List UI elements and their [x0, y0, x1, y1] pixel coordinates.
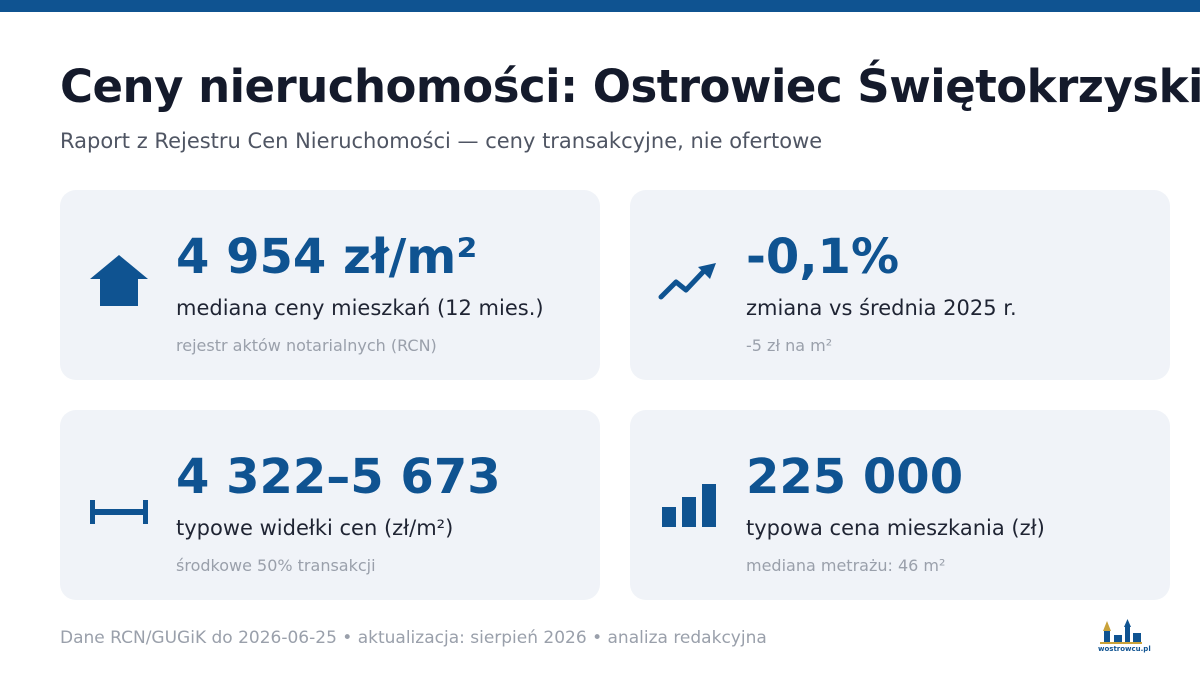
logo-wordmark: wostrowcu.pl [1098, 645, 1151, 653]
page-subtitle: Raport z Rejestru Cen Nieruchomości — ce… [60, 129, 823, 153]
stat-label: typowe widełki cen (zł/m²) [176, 516, 454, 540]
stat-card-price-range: 4 322–5 673 typowe widełki cen (zł/m²) ś… [60, 410, 600, 600]
footer-source: Dane RCN/GUGiK do 2026-06-25 • aktualiza… [60, 628, 767, 648]
town-skyline-icon [1100, 619, 1142, 644]
stat-card-median-price: 4 954 zł/m² mediana ceny mieszkań (12 mi… [60, 190, 600, 380]
stat-label: typowa cena mieszkania (zł) [746, 516, 1045, 540]
stat-note: -5 zł na m² [746, 336, 833, 355]
range-icon [88, 470, 150, 532]
house-icon [88, 250, 150, 312]
stat-note: środkowe 50% transakcji [176, 556, 376, 575]
stat-value: 4 954 zł/m² [176, 229, 478, 285]
trend-up-icon [658, 250, 720, 312]
top-accent-bar [0, 0, 1200, 12]
stat-note: mediana metrażu: 46 m² [746, 556, 946, 575]
stat-value: 4 322–5 673 [176, 449, 501, 505]
stat-card-change: -0,1% zmiana vs średnia 2025 r. -5 zł na… [630, 190, 1170, 380]
stat-note: rejestr aktów notarialnych (RCN) [176, 336, 437, 355]
stat-label: mediana ceny mieszkań (12 mies.) [176, 296, 544, 320]
bar-chart-icon [658, 470, 720, 532]
page-title: Ceny nieruchomości: Ostrowiec Świętokrzy… [60, 60, 1200, 113]
stat-value: 225 000 [746, 449, 964, 505]
brand-logo: wostrowcu.pl [1098, 617, 1151, 655]
stat-card-typical-price: 225 000 typowa cena mieszkania (zł) medi… [630, 410, 1170, 600]
stat-label: zmiana vs średnia 2025 r. [746, 296, 1017, 320]
stat-value: -0,1% [746, 229, 900, 285]
